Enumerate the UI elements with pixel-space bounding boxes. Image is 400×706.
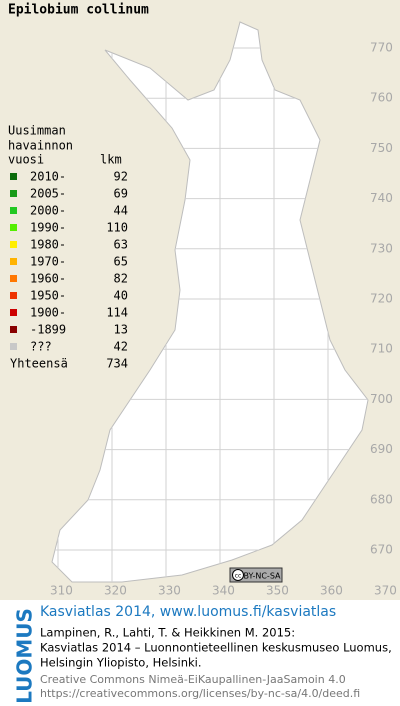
legend-swatch	[10, 326, 17, 333]
legend-label: ???	[30, 340, 52, 354]
legend-swatch	[10, 207, 17, 214]
legend-swatch	[10, 292, 17, 299]
legend-label: 1980-	[30, 238, 66, 252]
x-grid-label: 370	[374, 584, 397, 598]
legend-header: lkm	[100, 153, 122, 167]
legend-count: 42	[114, 340, 128, 354]
footer: Lampinen, R., Lahti, T. & Heikkinen M. 2…	[40, 626, 392, 701]
brand: LUOMUS	[13, 608, 37, 702]
x-grid-label: 330	[158, 584, 181, 598]
legend-swatch	[10, 343, 17, 350]
legend-count: 44	[114, 204, 128, 218]
legend-count: 69	[114, 187, 128, 201]
legend-label: 1960-	[30, 272, 66, 286]
y-grid-label: 690	[370, 442, 393, 456]
svg-text:cc: cc	[235, 573, 242, 580]
legend-header: havainnon	[8, 139, 73, 153]
legend-count: 40	[114, 289, 128, 303]
legend-label: 1950-	[30, 289, 66, 303]
license-badge: cc BY-NC-SA	[229, 567, 283, 583]
legend-label: -1899	[30, 323, 66, 337]
legend-label: 1990-	[30, 221, 66, 235]
y-grid-label: 670	[370, 543, 393, 557]
legend-swatch	[10, 275, 17, 282]
legend-label: 1900-	[30, 306, 66, 320]
legend-swatch	[10, 309, 17, 316]
y-grid-label: 740	[370, 191, 393, 205]
y-grid-label: 680	[370, 492, 393, 506]
legend-count: 82	[114, 272, 128, 286]
x-grid-label: 360	[320, 584, 343, 598]
y-grid-label: 760	[370, 91, 393, 105]
y-grid-label: 770	[370, 41, 393, 55]
legend-count: 114	[106, 306, 128, 320]
y-grid-label: 700	[370, 392, 393, 406]
title: Epilobium collinum	[8, 3, 149, 18]
x-grid-label: 320	[104, 584, 127, 598]
x-grid-label: 310	[50, 584, 73, 598]
total-count: 734	[106, 357, 128, 371]
y-grid-label: 750	[370, 141, 393, 155]
x-grid-label: 340	[212, 584, 235, 598]
citation-line: Lampinen, R., Lahti, T. & Heikkinen M. 2…	[40, 626, 295, 640]
legend-header: vuosi	[8, 153, 44, 167]
legend-count: 65	[114, 255, 128, 269]
y-grid-label: 730	[370, 241, 393, 255]
y-grid-label: 710	[370, 342, 393, 356]
legend-count: 92	[114, 170, 128, 184]
y-grid-label: 720	[370, 292, 393, 306]
legend-label: 2000-	[30, 204, 66, 218]
legend-swatch	[10, 241, 17, 248]
site-link[interactable]: Kasviatlas 2014, www.luomus.fi/kasviatla…	[40, 604, 336, 620]
citation-line: Helsingin Yliopisto, Helsinki.	[40, 656, 202, 670]
license-line: https://creativecommons.org/licenses/by-…	[40, 687, 360, 700]
legend-swatch	[10, 224, 17, 231]
legend-label: 1970-	[30, 255, 66, 269]
legend-count: 63	[114, 238, 128, 252]
license-line: Creative Commons Nimeä-EiKaupallinen-Jaa…	[40, 673, 346, 686]
legend-swatch	[10, 173, 17, 180]
x-grid-label: 350	[266, 584, 289, 598]
legend-count: 13	[114, 323, 128, 337]
license-badge-text: BY-NC-SA	[243, 572, 281, 581]
legend-label: 2005-	[30, 187, 66, 201]
legend-label: 2010-	[30, 170, 66, 184]
legend-header: Uusimman	[8, 124, 66, 138]
legend-swatch	[10, 190, 17, 197]
total-label: Yhteensä	[10, 357, 68, 371]
citation-line: Kasviatlas 2014 – Luonnontieteellinen ke…	[40, 641, 392, 655]
legend-count: 110	[106, 221, 128, 235]
legend-swatch	[10, 258, 17, 265]
